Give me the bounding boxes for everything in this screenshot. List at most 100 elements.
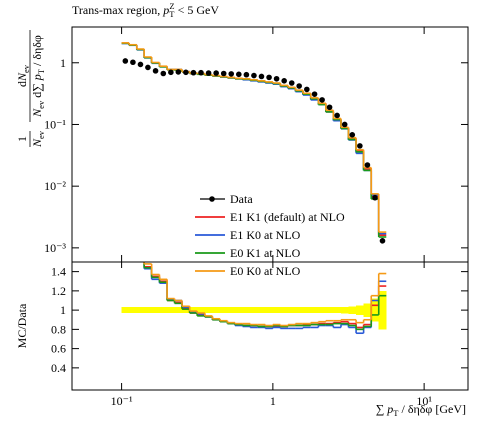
data-point bbox=[251, 72, 257, 79]
chart-title: Trans-max region, pTZ < 5 GeV bbox=[72, 1, 219, 19]
chart-title-part: Z bbox=[169, 1, 174, 11]
x-axis-label-part: p bbox=[386, 402, 393, 416]
data-point bbox=[341, 121, 348, 128]
x-axis-label-part: T bbox=[393, 408, 399, 418]
data-uncertainty-band bbox=[174, 307, 183, 314]
y-label-denominator-part: N bbox=[30, 108, 44, 118]
data-uncertainty-band bbox=[340, 306, 349, 314]
legend-label: E0 K1 at NLO bbox=[230, 246, 301, 260]
data-point bbox=[296, 83, 302, 89]
data-point bbox=[220, 70, 227, 77]
y-label-part: N bbox=[30, 138, 44, 148]
data-uncertainty-band bbox=[235, 307, 243, 314]
ratio-y-tick-label: 0.6 bbox=[51, 342, 66, 356]
y-label-denominator-part: d∑ bbox=[30, 80, 44, 101]
data-point bbox=[288, 80, 295, 86]
data-point bbox=[175, 69, 182, 75]
data-uncertainty-band bbox=[348, 306, 357, 314]
data-point bbox=[379, 238, 386, 244]
y-label-denominator: Nev d∑ pT / δηδφ bbox=[30, 35, 46, 118]
y-tick-label: 10⁻² bbox=[44, 179, 66, 193]
y-label-numerator: dNev bbox=[15, 64, 31, 87]
data-point bbox=[334, 112, 340, 119]
data-uncertainty-band bbox=[295, 307, 303, 314]
data-uncertainty-band bbox=[189, 307, 198, 314]
data-point bbox=[190, 69, 197, 76]
y-label-denominator-part: T bbox=[36, 68, 46, 74]
data-uncertainty-band bbox=[197, 307, 205, 314]
legend-label: E1 K1 (default) at NLO bbox=[230, 210, 345, 224]
data-point bbox=[137, 61, 144, 68]
y-label-numerator-part: d bbox=[15, 81, 29, 87]
data-point bbox=[266, 74, 272, 81]
data-point bbox=[319, 97, 325, 103]
chart-title-part: Trans-max region, bbox=[72, 3, 163, 17]
data-uncertainty-band bbox=[136, 307, 145, 314]
data-point bbox=[228, 71, 235, 77]
data-point bbox=[311, 91, 318, 97]
data-uncertainty-band bbox=[378, 290, 387, 330]
y-label-numerator-part: ev bbox=[21, 64, 31, 73]
y-label-denominator-part: ev bbox=[36, 100, 46, 109]
data-uncertainty-band bbox=[363, 303, 372, 317]
data-point bbox=[152, 68, 159, 74]
data-uncertainty-band bbox=[167, 307, 175, 314]
data-uncertainty-band bbox=[310, 307, 319, 314]
data-uncertainty-band bbox=[227, 307, 236, 314]
data-point bbox=[160, 70, 167, 77]
y-label-prefactor-den: Nev bbox=[30, 130, 46, 148]
legend-label: E0 K0 at NLO bbox=[230, 264, 301, 278]
data-uncertainty-band bbox=[242, 307, 251, 314]
data-uncertainty-band bbox=[144, 307, 152, 314]
ratio-y-tick-label: 1 bbox=[60, 303, 66, 317]
data-uncertainty-band bbox=[356, 305, 364, 315]
data-uncertainty-band bbox=[121, 307, 130, 314]
ratio-y-axis-label: MC/Data bbox=[15, 303, 29, 348]
data-point bbox=[183, 69, 189, 76]
chart-title-part: p bbox=[162, 3, 169, 17]
ratio-frame bbox=[71, 261, 469, 391]
y-tick-label: 10⁻³ bbox=[44, 241, 66, 255]
ratio-y-tick-label: 1.2 bbox=[51, 284, 66, 298]
y-label-denominator-part: p bbox=[30, 74, 44, 81]
data-uncertainty-band bbox=[204, 307, 213, 314]
data-point bbox=[122, 58, 129, 64]
main-plot-area bbox=[121, 42, 387, 244]
data-point bbox=[130, 59, 136, 66]
y-label-numerator-part: N bbox=[15, 72, 29, 82]
y-tick-label: 10⁻¹ bbox=[44, 117, 66, 131]
data-uncertainty-band bbox=[333, 307, 341, 314]
ratio-y-tick-label: 1.4 bbox=[51, 265, 66, 279]
data-uncertainty-band bbox=[371, 298, 379, 322]
x-tick-label: 10¹ bbox=[416, 394, 432, 408]
data-uncertainty-band bbox=[318, 307, 326, 314]
x-axis-label-part: ∑ bbox=[376, 402, 388, 416]
data-uncertainty-band bbox=[265, 307, 273, 314]
data-uncertainty-band bbox=[280, 307, 289, 314]
data-point bbox=[372, 194, 378, 201]
data-point bbox=[205, 70, 212, 76]
data-point bbox=[236, 71, 242, 78]
data-point bbox=[168, 69, 174, 76]
y-label-part: ev bbox=[36, 130, 46, 139]
data-point bbox=[326, 104, 333, 111]
x-tick-label: 1 bbox=[270, 394, 276, 408]
data-uncertainty-band bbox=[219, 307, 228, 314]
legend-label: Data bbox=[230, 192, 253, 206]
x-axis-label: ∑ pT / δηδφ [GeV] bbox=[376, 402, 466, 418]
data-point bbox=[243, 71, 250, 78]
y-label-denominator-part: / δηδφ bbox=[30, 35, 44, 69]
data-point bbox=[198, 69, 204, 76]
data-point bbox=[281, 78, 287, 84]
data-uncertainty-band bbox=[325, 307, 334, 314]
data-uncertainty-band bbox=[302, 307, 311, 314]
data-uncertainty-band bbox=[272, 307, 281, 314]
legend-swatch bbox=[209, 196, 215, 202]
x-axis-label-part: / δηδφ [GeV] bbox=[399, 402, 467, 416]
data-point bbox=[213, 70, 219, 76]
data-point bbox=[304, 86, 310, 93]
data-point bbox=[273, 75, 280, 82]
data-uncertainty-band bbox=[212, 307, 220, 314]
data-uncertainty-band bbox=[182, 307, 190, 314]
